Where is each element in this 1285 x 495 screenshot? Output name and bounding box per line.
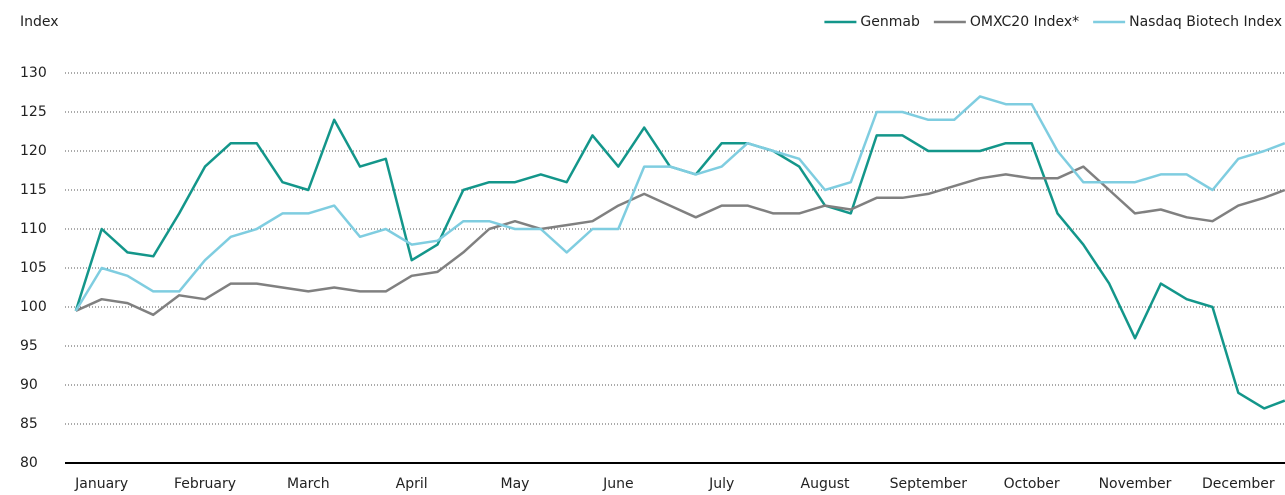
x-tick-label: October xyxy=(1004,476,1060,492)
x-tick-label: June xyxy=(602,476,634,492)
y-tick-label: 130 xyxy=(20,65,47,81)
series-line xyxy=(75,165,1285,317)
y-tick-label: 85 xyxy=(20,416,38,432)
x-tick-label: May xyxy=(501,476,530,492)
y-tick-label: 95 xyxy=(20,338,38,354)
y-tick-label: 110 xyxy=(20,221,47,237)
legend-label: Genmab xyxy=(860,14,920,30)
y-tick-label: 120 xyxy=(20,143,47,159)
x-tick-label: August xyxy=(801,476,851,492)
y-axis-label: Index xyxy=(20,14,59,30)
y-tick-label: 105 xyxy=(20,260,47,276)
y-tick-label: 80 xyxy=(20,455,38,471)
series-line xyxy=(74,118,1285,410)
y-tick-label: 90 xyxy=(20,377,38,393)
x-tick-label: December xyxy=(1202,476,1275,492)
x-tick-label: March xyxy=(287,476,330,492)
x-tick-label: April xyxy=(396,476,428,492)
x-tick-label: September xyxy=(890,476,968,492)
legend-label: Nasdaq Biotech Index xyxy=(1129,14,1282,30)
x-tick-label: November xyxy=(1099,476,1172,492)
x-tick-label: January xyxy=(74,476,128,492)
series-line xyxy=(74,95,1285,312)
y-tick-label: 125 xyxy=(20,104,47,120)
x-tick-label: February xyxy=(174,476,236,492)
y-tick-label: 115 xyxy=(20,182,47,198)
x-tick-label: July xyxy=(708,476,734,492)
y-tick-label: 100 xyxy=(20,299,47,315)
legend-label: OMXC20 Index* xyxy=(970,14,1079,30)
